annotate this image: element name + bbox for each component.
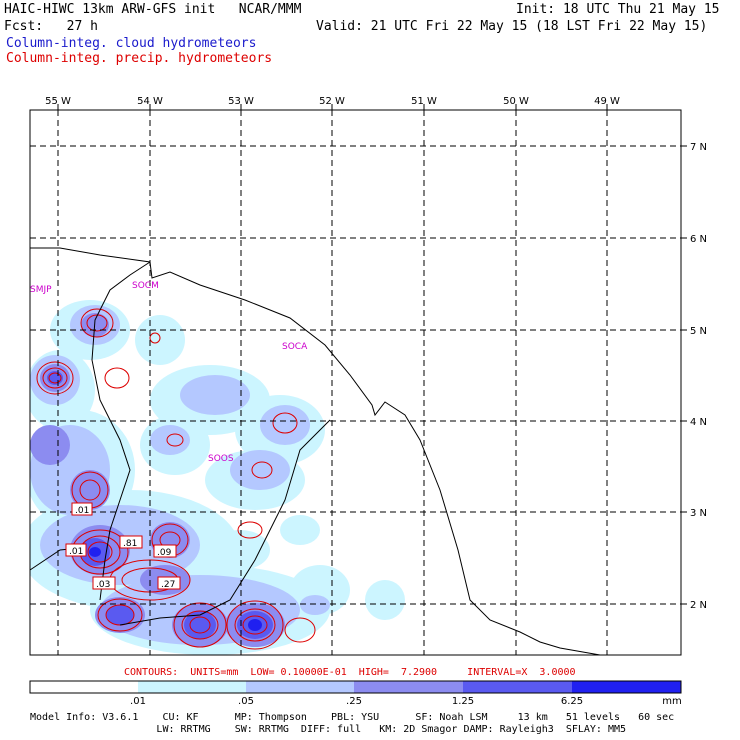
- station-label: SMJP: [30, 285, 52, 295]
- lon-label: 49 W: [594, 96, 620, 107]
- lon-label: 52 W: [319, 96, 345, 107]
- lat-label: 4 N: [690, 417, 707, 428]
- precip-field-label: Column-integ. precip. hydrometeors: [6, 51, 273, 66]
- title-line: HAIC-HIWC 13km ARW-GFS init NCAR/MMM: [4, 2, 302, 17]
- lon-label: 51 W: [411, 96, 437, 107]
- lon-label: 50 W: [503, 96, 529, 107]
- contour-labels: .01 .01 .81 .09 .03 .27: [65, 502, 181, 590]
- lat-label: 2 N: [690, 600, 707, 611]
- model-info-line2: LW: RRTMG SW: RRTMG DIFF: full KM: 2D Sm…: [30, 724, 627, 735]
- colorbar-tick: .01: [130, 696, 146, 707]
- colorbar-units: mm: [662, 696, 681, 707]
- lon-label: 54 W: [137, 96, 163, 107]
- axis-ticks: [57, 104, 687, 605]
- lon-label: 55 W: [45, 96, 71, 107]
- lat-label: 3 N: [690, 508, 707, 519]
- forecast-hour: Fcst: 27 h: [4, 19, 98, 34]
- hydrometeor-fill: [30, 300, 405, 655]
- colorbar-tick: 6.25: [561, 696, 583, 707]
- contours-info: CONTOURS: UNITS=mm LOW= 0.10000E-01 HIGH…: [124, 667, 576, 678]
- colorbar-tick: .05: [238, 696, 254, 707]
- init-time: Init: 18 UTC Thu 21 May 15: [516, 2, 720, 17]
- valid-time: Valid: 21 UTC Fri 22 May 15 (18 LST Fri …: [316, 19, 708, 34]
- contour-label: .81: [123, 539, 137, 549]
- contour-label: .27: [161, 580, 175, 590]
- colorbar-tick: .25: [346, 696, 362, 707]
- colorbar-tick: 1.25: [452, 696, 474, 707]
- contour-label: .01: [75, 506, 89, 516]
- station-label: SOCA: [282, 342, 308, 352]
- contour-label: .01: [69, 547, 83, 557]
- station-label: SOCM: [132, 281, 159, 291]
- map-frame: [29, 109, 682, 656]
- latlon-grid: [30, 110, 681, 655]
- lat-label: 7 N: [690, 142, 707, 153]
- model-info-line1: Model Info: V3.6.1 CU: KF MP: Thompson P…: [30, 712, 675, 723]
- colorbar: [29, 680, 682, 694]
- lon-label: 53 W: [228, 96, 254, 107]
- contour-label: .09: [157, 548, 172, 558]
- lat-label: 6 N: [690, 234, 707, 245]
- contour-label: .03: [96, 580, 110, 590]
- station-label: SOOS: [208, 454, 234, 464]
- cloud-field-label: Column-integ. cloud hydrometeors: [6, 36, 257, 51]
- precip-contours: [36, 308, 316, 650]
- lat-label: 5 N: [690, 326, 707, 337]
